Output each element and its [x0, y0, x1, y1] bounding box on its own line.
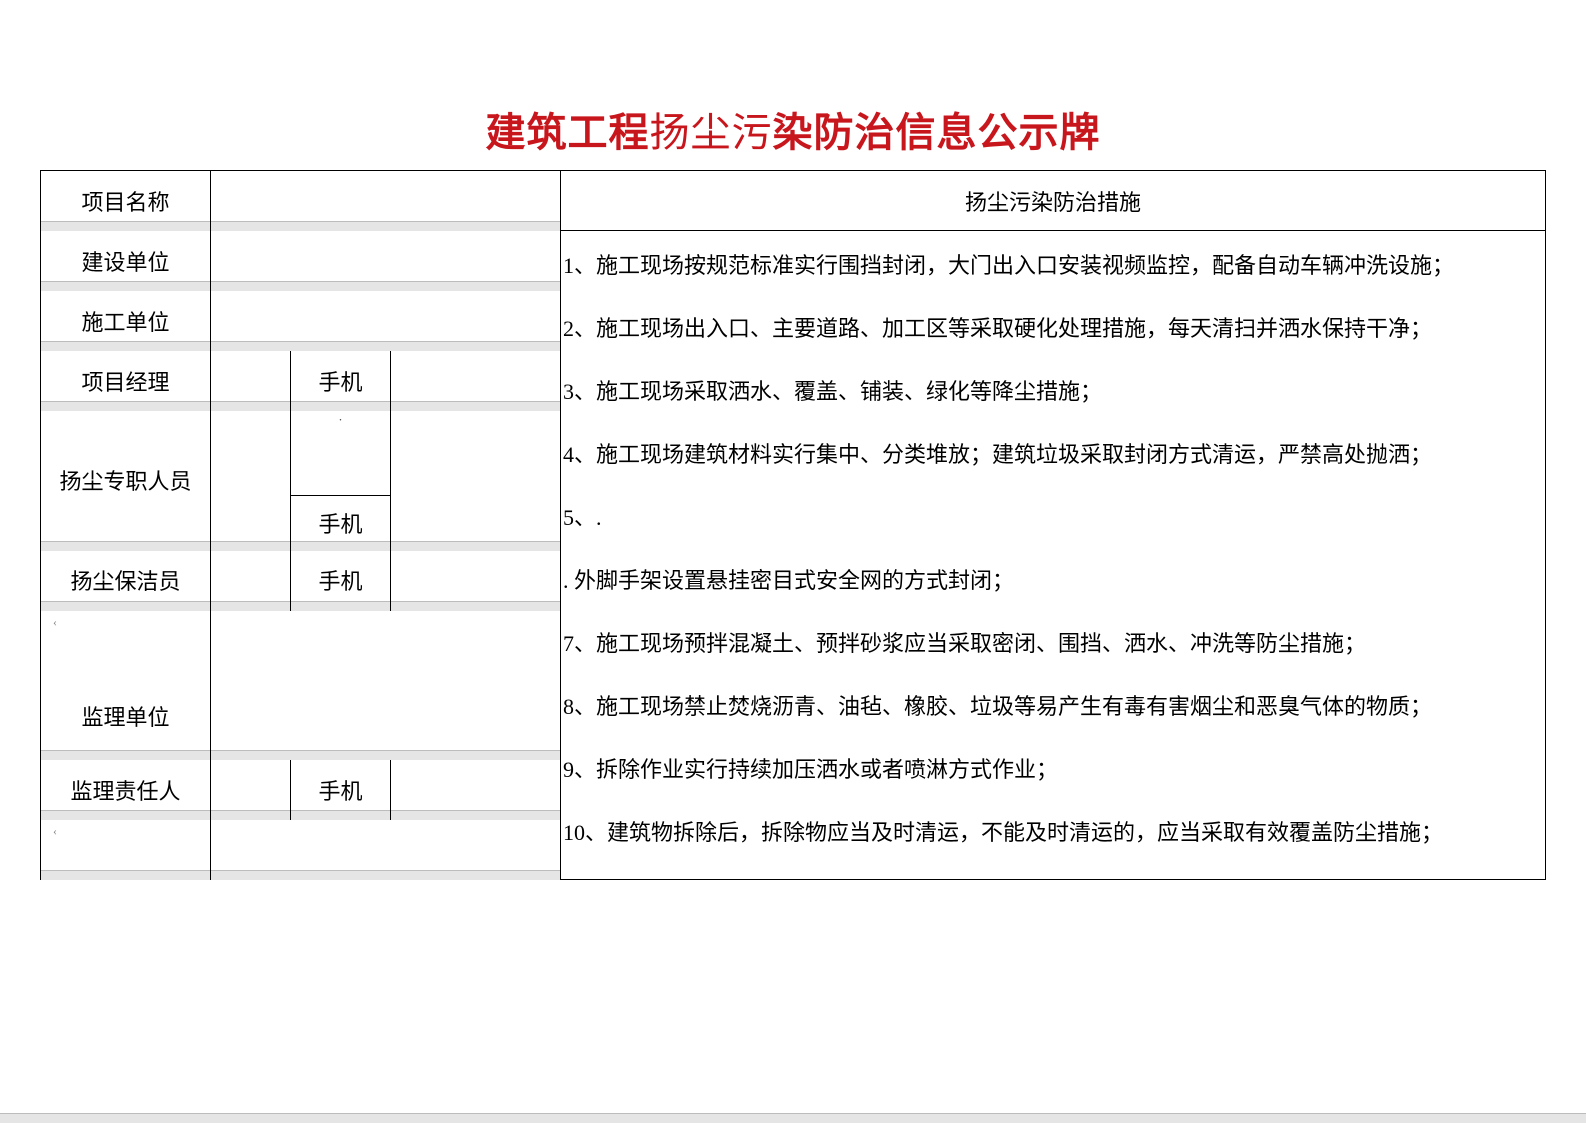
row-separator	[391, 810, 560, 820]
row-separator	[41, 541, 210, 551]
label-construction-owner: 建设单位	[41, 231, 211, 291]
label-dust-officer-text: 扬尘专职人员	[59, 469, 191, 494]
title-part2: 扬尘污	[650, 110, 773, 155]
row-separator	[41, 281, 210, 291]
row-separator	[211, 810, 290, 820]
measure-item-8: 8、施工现场禁止焚烧沥青、油毡、橡胶、垃圾等易产生有毒有害烟尘和恶臭气体的物质；	[563, 690, 1541, 723]
title-part3: 染防治信息公示牌	[773, 111, 1101, 155]
value-dust-cleaner-name	[211, 550, 291, 610]
row-separator	[291, 810, 390, 820]
row-separator	[41, 601, 210, 611]
value-dust-officer-phone	[391, 411, 561, 551]
row-separator	[41, 221, 210, 231]
row-separator	[211, 401, 290, 411]
label-supervision-person-text: 监理责任人	[70, 779, 180, 804]
supervision-unit-toprow: ‹	[41, 610, 211, 674]
measures-body-cell: 1、施工现场按规范标准实行围挡封闭，大门出入口安装视频监控，配备自动车辆冲洗设施…	[561, 231, 1546, 880]
tick-mark-icon: ˙	[338, 417, 343, 433]
row-separator	[41, 810, 210, 820]
measures-heading-cell: 扬尘污染防治措施	[561, 171, 1546, 231]
row-separator	[291, 401, 390, 411]
measure-item-3: 3、施工现场采取洒水、覆盖、铺装、绿化等降尘措施；	[563, 375, 1541, 408]
value-project-manager-name	[211, 351, 291, 411]
measure-item-5: 5、.	[563, 501, 1541, 534]
row-separator	[391, 541, 560, 551]
measure-item-10: 10、建筑物拆除后，拆除物应当及时清运，不能及时清运的，应当采取有效覆盖防尘措施…	[563, 816, 1541, 849]
value-bottom-empty	[211, 820, 561, 880]
row-separator	[211, 281, 560, 291]
row-separator	[211, 870, 560, 880]
row-separator	[211, 750, 560, 760]
row-separator	[391, 601, 560, 611]
row-separator	[291, 601, 390, 611]
label-phone-cleaner: 手机	[291, 550, 391, 610]
row-separator	[391, 401, 560, 411]
label-project-manager-text: 项目经理	[81, 370, 169, 395]
value-supervision-person-name	[211, 760, 291, 820]
label-project-name-text: 项目名称	[81, 190, 169, 215]
row-separator	[41, 401, 210, 411]
label-contractor-text: 施工单位	[81, 310, 169, 335]
value-project-name	[211, 171, 561, 231]
info-board-table: 项目名称 扬尘污染防治措施 建设单位 1、施工现场按规范标准实行围挡封闭，大门出…	[40, 170, 1546, 880]
document-page: 建筑工程扬尘污染防治信息公示牌 项目名称 扬尘污染防治措施	[0, 0, 1586, 920]
measure-item-4: 4、施工现场建筑材料实行集中、分类堆放；建筑垃圾采取封闭方式清运，严禁高处抛洒；	[563, 438, 1541, 471]
label-supervision-unit: 监理单位	[41, 674, 211, 760]
row-separator	[211, 601, 290, 611]
label-dust-officer: 扬尘专职人员	[41, 411, 211, 551]
value-supervision-person-phone	[391, 760, 561, 820]
label-phone-dust-officer-a: ˙	[291, 411, 391, 496]
label-project-name: 项目名称	[41, 171, 211, 231]
row-separator	[211, 341, 560, 351]
value-supervision-unit	[211, 610, 561, 760]
label-phone-supervisor-text: 手机	[318, 779, 362, 804]
label-phone-cleaner-text: 手机	[318, 569, 362, 594]
value-dust-cleaner-phone	[391, 550, 561, 610]
page-title: 建筑工程扬尘污染防治信息公示牌	[40, 100, 1546, 158]
label-project-manager: 项目经理	[41, 351, 211, 411]
row-separator	[41, 870, 210, 880]
title-part1: 建筑工程	[486, 111, 650, 155]
row-separator	[41, 341, 210, 351]
angle-mark-icon: ‹	[53, 615, 57, 630]
value-construction-owner	[211, 231, 561, 291]
label-phone-pm-text: 手机	[318, 370, 362, 395]
label-dust-cleaner-text: 扬尘保洁员	[70, 569, 180, 594]
label-phone-pm: 手机	[291, 351, 391, 411]
label-contractor: 施工单位	[41, 291, 211, 351]
value-contractor	[211, 291, 561, 351]
measure-item-6: . 外脚手架设置悬挂密目式安全网的方式封闭；	[563, 564, 1541, 597]
row-separator	[211, 541, 290, 551]
label-phone-dust-officer-b-text: 手机	[318, 512, 362, 537]
label-bottom-empty: ‹	[41, 820, 211, 880]
measure-item-7: 7、施工现场预拌混凝土、预拌砂浆应当采取密闭、围挡、洒水、冲洗等防尘措施；	[563, 627, 1541, 660]
value-dust-officer-name	[211, 411, 291, 551]
measure-item-2: 2、施工现场出入口、主要道路、加工区等采取硬化处理措施，每天清扫并洒水保持干净；	[563, 312, 1541, 345]
row-separator	[291, 541, 390, 551]
value-project-manager-phone	[391, 351, 561, 411]
label-supervision-person: 监理责任人	[41, 760, 211, 820]
measure-item-1: 1、施工现场按规范标准实行围挡封闭，大门出入口安装视频监控，配备自动车辆冲洗设施…	[563, 249, 1541, 282]
label-phone-dust-officer-b: 手机	[291, 495, 391, 550]
label-construction-owner-text: 建设单位	[81, 250, 169, 275]
angle-mark-icon: ‹	[53, 824, 57, 839]
measures-heading-text: 扬尘污染防治措施	[965, 190, 1141, 215]
row-separator	[41, 750, 210, 760]
row-separator	[211, 221, 560, 231]
label-phone-supervisor: 手机	[291, 760, 391, 820]
label-dust-cleaner: 扬尘保洁员	[41, 550, 211, 610]
label-supervision-unit-text: 监理单位	[81, 705, 169, 730]
measure-item-9: 9、拆除作业实行持续加压洒水或者喷淋方式作业；	[563, 753, 1541, 786]
